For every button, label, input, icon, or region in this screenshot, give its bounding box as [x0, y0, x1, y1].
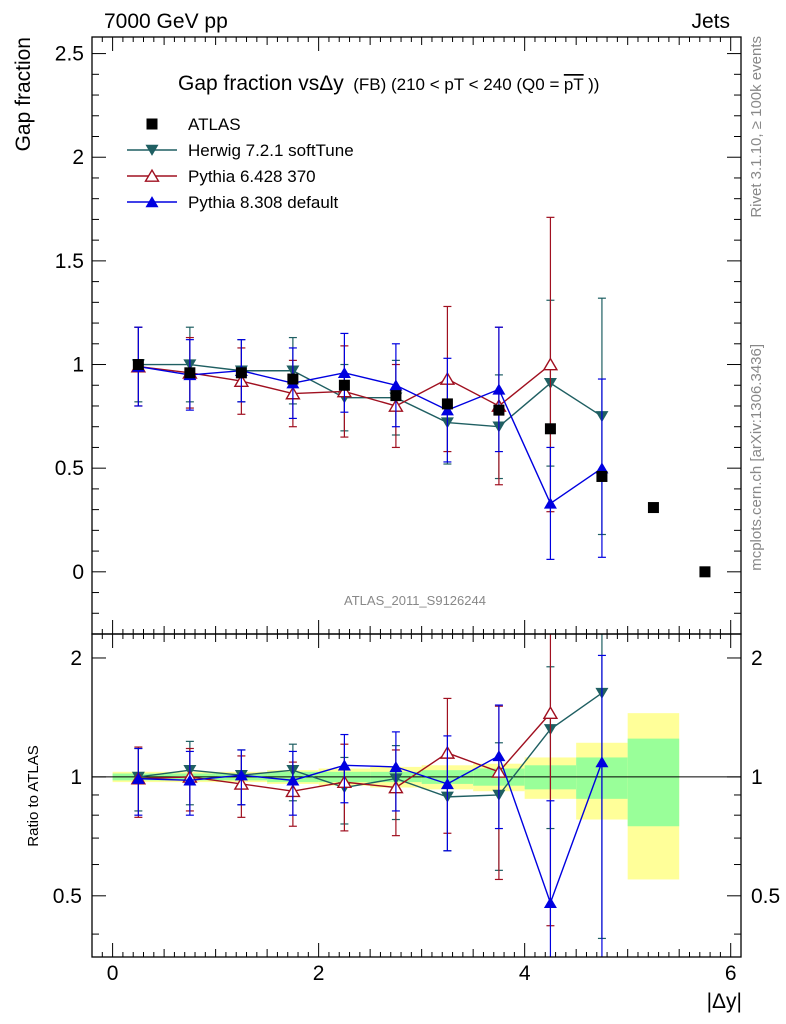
legend-label: Pythia 8.308 default [188, 193, 339, 212]
pythia8-point [543, 497, 557, 509]
legend-marker [145, 196, 159, 208]
legend-label: Herwig 7.2.1 softTune [188, 141, 354, 160]
atlas-point [390, 390, 402, 402]
chart-title-main: Gap fraction vsΔy [178, 72, 344, 95]
analysis-watermark: ATLAS_2011_S9126244 [344, 593, 486, 608]
pythia8-line [138, 365, 603, 505]
y-tick-label: 1.5 [55, 250, 84, 273]
pythia8-ratio-point [543, 896, 557, 909]
legend-marker [145, 144, 159, 156]
mcplots-label: mcplots.cern.ch [arXiv:1306.3436] [748, 344, 765, 571]
plot-frames [91, 36, 742, 958]
herwig-ratio-line [138, 692, 603, 798]
band-inner [627, 738, 680, 827]
ratio-tick-label: 0.5 [53, 885, 82, 908]
ratio-axis-label: Ratio to ATLAS [25, 745, 42, 846]
legend-label: ATLAS [188, 115, 241, 134]
legend: ATLAS Herwig 7.2.1 softTune Pythia 6.428 3… [127, 115, 354, 212]
herwig-line [138, 363, 603, 428]
pythia6-ratio-point [542, 705, 559, 720]
pythia8-ratio-point [389, 761, 403, 773]
atlas-point [544, 423, 556, 435]
atlas-point [287, 373, 299, 385]
ratio-plot-frame [91, 633, 742, 958]
atlas-point [647, 502, 659, 514]
legend-marker [144, 168, 160, 182]
y-axis-label: Gap fraction [12, 37, 35, 151]
y-tick-label: 0 [72, 561, 84, 584]
chart-title: Gap fraction vsΔy (FB) (210 < pT < 240 (… [178, 72, 599, 95]
ratio-tick-label-right: 2 [751, 647, 763, 670]
axis-ticks: 0 2 4 6 0 0.5 1 1.5 2 2.5 0.5 0.5 1 1 2 2 [53, 37, 780, 985]
atlas-point [235, 367, 247, 379]
ratio-tick-label: 2 [70, 647, 82, 670]
series-layer [130, 216, 609, 957]
pythia8-point [492, 383, 506, 395]
pythia8-ratio-line [138, 754, 603, 905]
rivet-label: Rivet 3.1.10, ≥ 100k events [748, 36, 765, 218]
x-tick-label: 6 [725, 962, 737, 985]
pythia8-point [389, 379, 403, 391]
pythia8-ratio-point [595, 756, 609, 768]
legend-marker [146, 118, 158, 130]
atlas-point [493, 404, 505, 416]
atlas-data-layer [132, 359, 711, 578]
pythia8-ratio-point [337, 759, 351, 771]
pythia8-ratio-point [183, 774, 197, 786]
ratio-tick-label-right: 0.5 [751, 885, 780, 908]
y-tick-label: 2.5 [55, 43, 84, 66]
pythia8-ratio-point [492, 750, 506, 762]
pythia8-ratio-point [440, 778, 454, 790]
x-tick-label: 2 [313, 962, 325, 985]
x-tick-label: 4 [519, 962, 531, 985]
pythia6-point [542, 357, 559, 371]
pythia8-ratio-point [131, 772, 145, 784]
ratio-tick-label-right: 1 [751, 766, 763, 789]
pythia8-point [440, 404, 454, 416]
atlas-point [184, 367, 196, 379]
energy-label: 7000 GeV pp [104, 10, 228, 33]
atlas-point [132, 359, 144, 371]
legend-label: Pythia 6.428 370 [188, 167, 316, 186]
atlas-point [596, 470, 608, 482]
pythia8-point [595, 462, 609, 474]
jets-label: Jets [691, 10, 730, 33]
chart-title-small: (FB) (210 < pT < 240 (Q0 = [353, 75, 559, 94]
ratio-tick-label: 1 [70, 766, 82, 789]
pythia8-ratio-point [234, 769, 248, 781]
y-tick-label: 0.5 [55, 457, 84, 480]
pythia8-point [337, 366, 351, 379]
y-tick-label: 1 [72, 354, 84, 377]
x-axis-label: |Δy| [707, 990, 742, 1013]
y-tick-label: 2 [72, 146, 84, 169]
atlas-point [441, 398, 453, 410]
chart-title-overlined: pT [564, 75, 584, 94]
atlas-point [338, 379, 350, 391]
atlas-point [699, 566, 711, 578]
x-tick-label: 0 [107, 962, 119, 985]
pythia8-ratio-point [286, 774, 300, 786]
chart-title-close: )) [588, 75, 599, 94]
